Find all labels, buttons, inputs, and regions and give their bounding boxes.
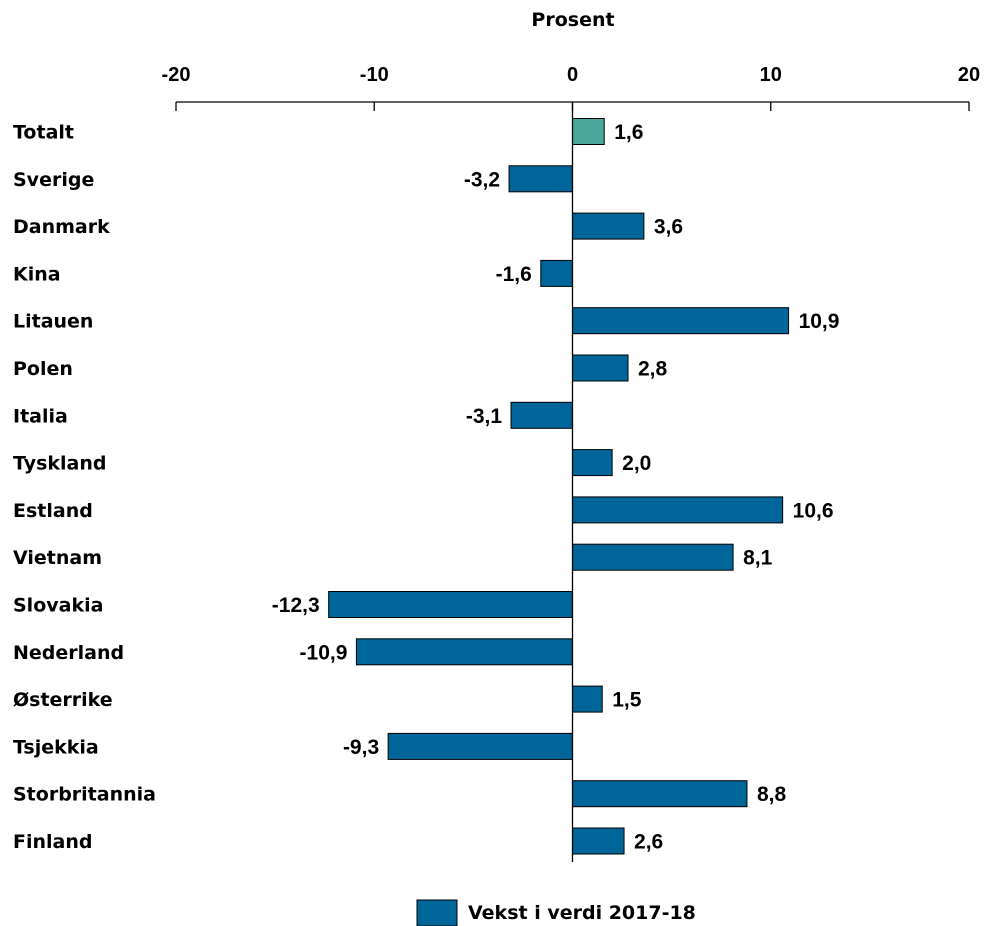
bar <box>572 449 613 477</box>
bar <box>572 780 748 808</box>
category-label: Danmark <box>13 216 110 238</box>
bar <box>572 496 784 524</box>
bar <box>328 591 573 618</box>
bar <box>572 827 625 855</box>
data-label: 8,1 <box>743 547 773 570</box>
bar <box>572 118 605 145</box>
x-tick-label: 10 <box>760 64 782 86</box>
data-label: 2,6 <box>634 831 663 854</box>
bar <box>510 401 574 429</box>
data-label: 10,9 <box>799 310 840 333</box>
data-label: -9,3 <box>343 736 379 759</box>
category-label: Totalt <box>13 122 74 144</box>
data-label: -12,3 <box>272 594 320 617</box>
bar <box>572 685 603 713</box>
legend-swatch <box>416 899 458 926</box>
x-axis-title: Prosent <box>531 9 614 31</box>
data-label: 2,8 <box>638 358 668 381</box>
x-tick-label: -20 <box>162 64 191 86</box>
bar <box>572 354 629 382</box>
legend: Vekst i verdi 2017-18 <box>416 899 696 926</box>
data-label: 2,0 <box>622 452 651 475</box>
bar <box>508 165 573 193</box>
category-label: Italia <box>13 405 68 427</box>
bars <box>328 102 790 862</box>
data-labels: 1,6 -3,2 3,6 -1,6 10,9 2,8 -3,1 2,0 10,6 8,1 -12,3… <box>272 121 840 854</box>
category-label: Sverige <box>13 169 94 191</box>
data-label: 3,6 <box>654 216 683 239</box>
bar <box>355 638 573 666</box>
category-label: Storbritannia <box>13 784 156 806</box>
category-label: Estland <box>13 500 93 522</box>
category-labels: Totalt Sverige Danmark Kina Litauen Polen Ital… <box>13 122 156 854</box>
data-label: -3,1 <box>466 405 503 428</box>
category-label: Nederland <box>13 642 124 664</box>
x-tick-label: 0 <box>567 64 578 86</box>
x-tick-label: -10 <box>360 64 389 86</box>
category-label: Litauen <box>13 311 93 333</box>
legend-label: Vekst i verdi 2017-18 <box>468 902 696 924</box>
x-tick-label: 20 <box>958 64 980 86</box>
category-label: Polen <box>13 358 73 380</box>
bar <box>572 543 734 571</box>
x-axis: -20 -10 0 10 20 <box>162 64 980 111</box>
data-label: -10,9 <box>300 641 348 664</box>
category-label: Tsjekkia <box>13 736 99 758</box>
data-label: 1,6 <box>614 121 643 144</box>
data-label: 8,8 <box>757 783 787 806</box>
category-label: Østerrike <box>13 689 113 711</box>
category-label: Slovakia <box>13 595 103 617</box>
data-label: -1,6 <box>496 263 532 286</box>
category-label: Tyskland <box>13 453 107 475</box>
category-label: Kina <box>13 263 61 285</box>
bar <box>387 732 573 760</box>
bar <box>540 259 574 287</box>
bar <box>572 212 645 240</box>
data-label: 10,6 <box>793 499 834 522</box>
bar <box>572 307 790 335</box>
data-label: 1,5 <box>612 689 642 712</box>
data-label: -3,2 <box>464 168 500 191</box>
category-label: Finland <box>13 831 92 853</box>
category-label: Vietnam <box>13 547 102 569</box>
